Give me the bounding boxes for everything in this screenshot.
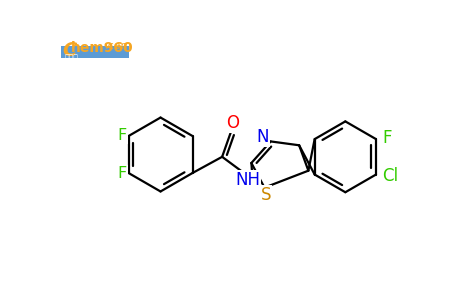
Text: NH: NH — [235, 171, 260, 189]
Text: N: N — [257, 128, 269, 146]
FancyBboxPatch shape — [61, 46, 129, 58]
Text: 化工网: 化工网 — [65, 54, 79, 63]
Text: F: F — [118, 166, 127, 181]
Text: O: O — [227, 114, 239, 132]
Text: .com: .com — [105, 41, 132, 51]
Text: C: C — [63, 41, 77, 60]
Text: S: S — [261, 186, 271, 204]
Text: Cl: Cl — [382, 167, 398, 185]
Text: F: F — [118, 128, 127, 143]
Text: F: F — [382, 129, 392, 146]
Text: hem960: hem960 — [71, 41, 133, 55]
